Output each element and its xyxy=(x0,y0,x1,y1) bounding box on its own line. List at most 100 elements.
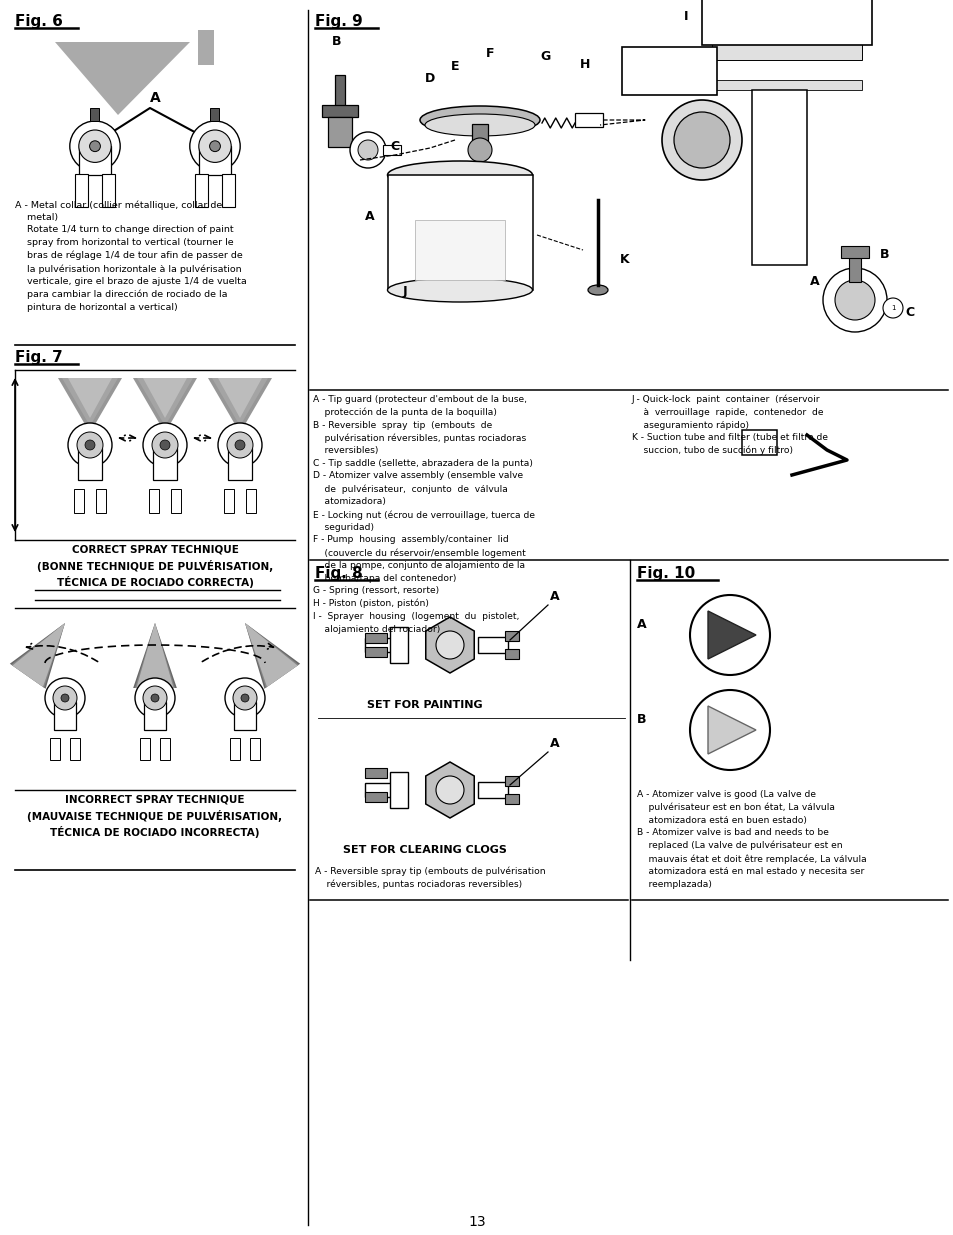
Text: K: K xyxy=(619,253,629,266)
Polygon shape xyxy=(12,622,65,687)
Ellipse shape xyxy=(424,114,535,136)
Circle shape xyxy=(143,685,167,710)
Bar xyxy=(79,146,112,175)
Text: A: A xyxy=(550,590,559,603)
Bar xyxy=(365,783,393,797)
Bar xyxy=(144,701,166,730)
Circle shape xyxy=(90,141,100,152)
Text: A - Reversible spray tip (embouts de pulvérisation
    réversibles, puntas rocia: A - Reversible spray tip (embouts de pul… xyxy=(314,866,545,889)
Polygon shape xyxy=(137,378,193,426)
Bar xyxy=(74,489,84,513)
Text: A - Atomizer valve is good (La valve de
    pulvérisateur est en bon état, La vá: A - Atomizer valve is good (La valve de … xyxy=(637,790,866,889)
Circle shape xyxy=(152,432,178,458)
Bar xyxy=(504,794,518,804)
Text: G: G xyxy=(540,49,551,63)
Bar xyxy=(322,105,357,117)
Ellipse shape xyxy=(387,278,532,303)
Text: B: B xyxy=(879,248,888,261)
Bar xyxy=(230,739,240,760)
Bar xyxy=(91,109,99,121)
Circle shape xyxy=(70,121,120,172)
Text: A - Metal collar (collier métallique, collar de
    metal)
    Rotate 1/4 turn t: A - Metal collar (collier métallique, co… xyxy=(15,200,247,311)
Text: H: H xyxy=(579,58,590,70)
Circle shape xyxy=(689,595,769,676)
Text: E: E xyxy=(450,61,458,73)
Polygon shape xyxy=(10,622,65,689)
Bar xyxy=(96,489,106,513)
Circle shape xyxy=(151,694,159,701)
Bar xyxy=(365,638,393,652)
Circle shape xyxy=(822,268,886,332)
Polygon shape xyxy=(707,611,755,659)
Text: SET FOR CLEARING CLOGS: SET FOR CLEARING CLOGS xyxy=(343,845,506,855)
Polygon shape xyxy=(11,622,65,688)
Circle shape xyxy=(79,130,112,162)
Bar xyxy=(472,124,488,149)
Circle shape xyxy=(210,141,220,152)
Bar xyxy=(224,489,233,513)
Bar xyxy=(195,174,208,206)
Bar xyxy=(504,650,518,659)
Polygon shape xyxy=(133,622,176,688)
Bar xyxy=(250,739,260,760)
Bar xyxy=(841,246,868,258)
Circle shape xyxy=(225,678,265,718)
Circle shape xyxy=(468,138,492,162)
Circle shape xyxy=(218,424,262,467)
Circle shape xyxy=(350,132,386,168)
Bar xyxy=(741,430,776,454)
Ellipse shape xyxy=(419,106,539,135)
Bar xyxy=(222,174,234,206)
Bar xyxy=(388,175,533,290)
Bar xyxy=(246,489,255,513)
Bar xyxy=(575,112,602,127)
Bar xyxy=(328,117,352,147)
Circle shape xyxy=(190,121,240,172)
Polygon shape xyxy=(425,618,474,673)
Bar xyxy=(78,448,102,480)
Text: A: A xyxy=(550,737,559,750)
Text: SET FOR PAINTING: SET FOR PAINTING xyxy=(367,700,482,710)
Bar xyxy=(198,30,213,65)
Bar xyxy=(233,701,255,730)
Ellipse shape xyxy=(587,285,607,295)
Bar xyxy=(477,782,507,798)
Polygon shape xyxy=(245,622,300,689)
Text: A: A xyxy=(150,91,160,105)
Bar xyxy=(228,448,252,480)
Text: A: A xyxy=(365,210,375,224)
Bar xyxy=(365,647,387,657)
Bar xyxy=(751,90,806,266)
Bar xyxy=(70,739,80,760)
Polygon shape xyxy=(58,378,122,433)
Circle shape xyxy=(45,678,85,718)
Circle shape xyxy=(77,432,103,458)
Bar xyxy=(365,634,387,643)
Text: CORRECT SPRAY TECHNIQUE
(BONNE TECHNIQUE DE PULVÉRISATION,
TÉCNICA DE ROCIADO CO: CORRECT SPRAY TECHNIQUE (BONNE TECHNIQUE… xyxy=(37,545,273,588)
Ellipse shape xyxy=(387,161,532,189)
Circle shape xyxy=(143,424,187,467)
Bar xyxy=(211,109,219,121)
Bar xyxy=(701,0,871,44)
Bar xyxy=(711,42,862,61)
Polygon shape xyxy=(55,42,190,115)
Text: Fig. 6: Fig. 6 xyxy=(15,14,63,28)
Bar xyxy=(504,631,518,641)
Bar xyxy=(504,776,518,785)
Polygon shape xyxy=(132,378,196,433)
Circle shape xyxy=(227,432,253,458)
Polygon shape xyxy=(68,378,112,417)
Text: A: A xyxy=(637,618,646,631)
Circle shape xyxy=(233,685,256,710)
Polygon shape xyxy=(134,622,174,688)
Text: Fig. 7: Fig. 7 xyxy=(15,350,63,366)
Bar xyxy=(54,701,76,730)
Text: F: F xyxy=(485,47,494,61)
Text: D: D xyxy=(424,72,435,85)
Text: J: J xyxy=(402,285,407,298)
Circle shape xyxy=(85,440,95,450)
Text: INCORRECT SPRAY TECHNIQUE
(MAUVAISE TECHNIQUE DE PULVÉRISATION,
TÉCNICA DE ROCIA: INCORRECT SPRAY TECHNIQUE (MAUVAISE TECH… xyxy=(28,795,282,839)
Bar xyxy=(75,174,88,206)
Circle shape xyxy=(357,140,377,161)
Bar xyxy=(848,254,861,282)
